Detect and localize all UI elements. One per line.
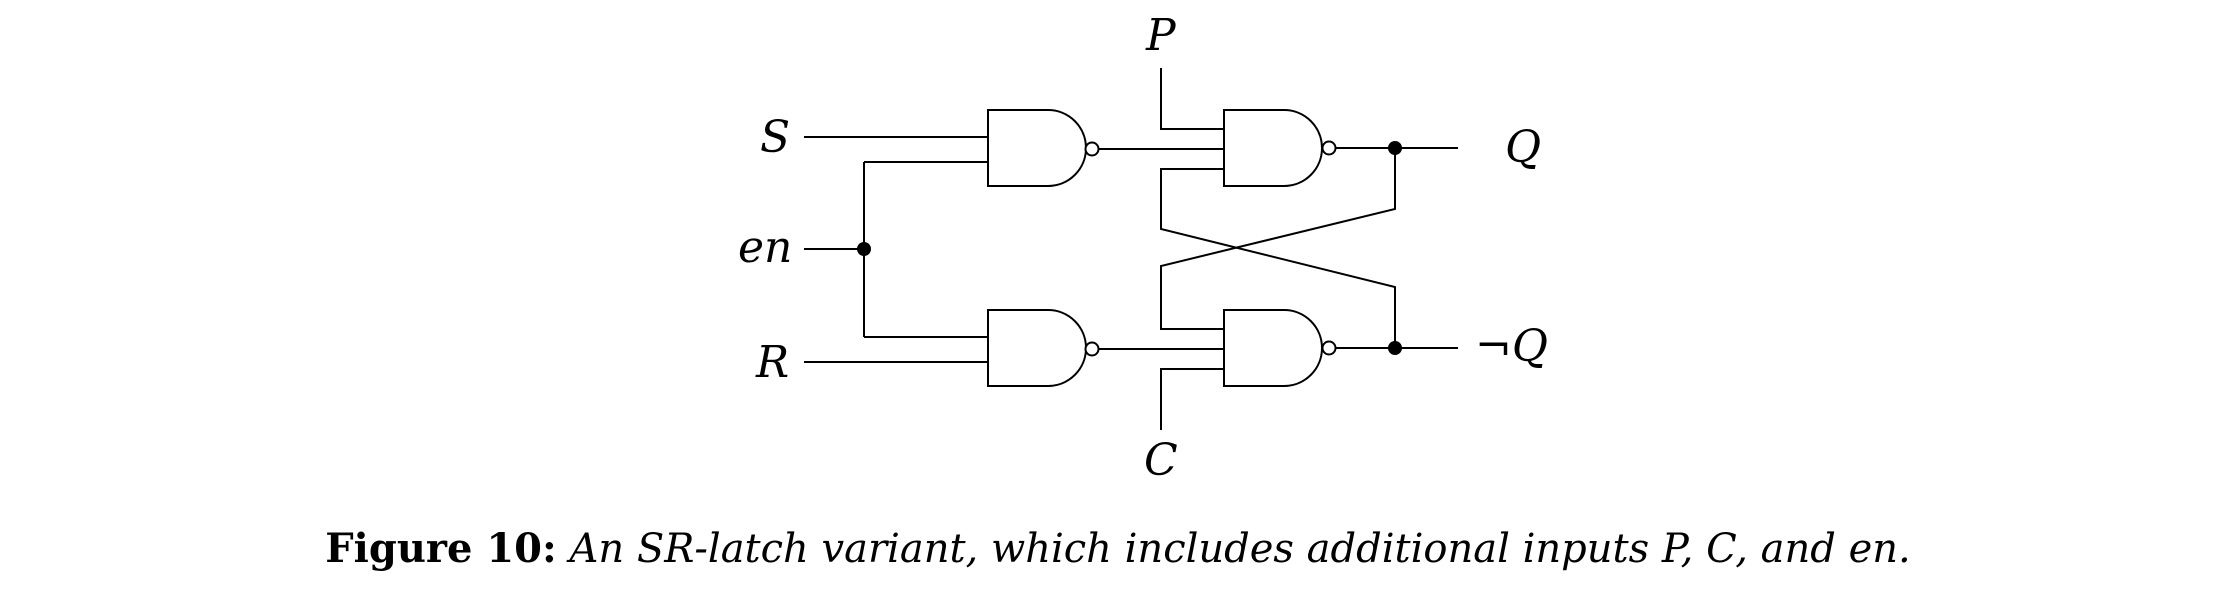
nand-gate-2 [987,309,1100,387]
wire-feedback-q [1160,148,1396,330]
junction-not-q [1388,341,1402,355]
nand-gate-3 [1223,109,1337,187]
wire-en-branch [863,161,988,338]
output-label-not-q: ¬Q [1475,321,1548,372]
input-label-p: P [1145,10,1177,61]
input-label-s: S [760,112,790,163]
figure-caption: Figure 10: An SR-latch variant, which in… [0,525,2236,572]
wire-feedback-not-q [1160,168,1396,348]
output-label-q: Q [1505,122,1541,173]
caption-label: Figure 10: [325,525,557,572]
junction-q [1388,141,1402,155]
input-label-c: C [1144,435,1178,486]
caption-text: An SR-latch variant, which includes addi… [569,526,1911,572]
nand-gate-4 [1223,309,1337,387]
wire-c [1160,368,1224,430]
nand-gate-1 [987,109,1100,187]
junction-en [857,242,871,256]
input-label-r: R [755,337,789,388]
wire-p [1160,68,1224,130]
input-label-en: en [738,222,792,273]
